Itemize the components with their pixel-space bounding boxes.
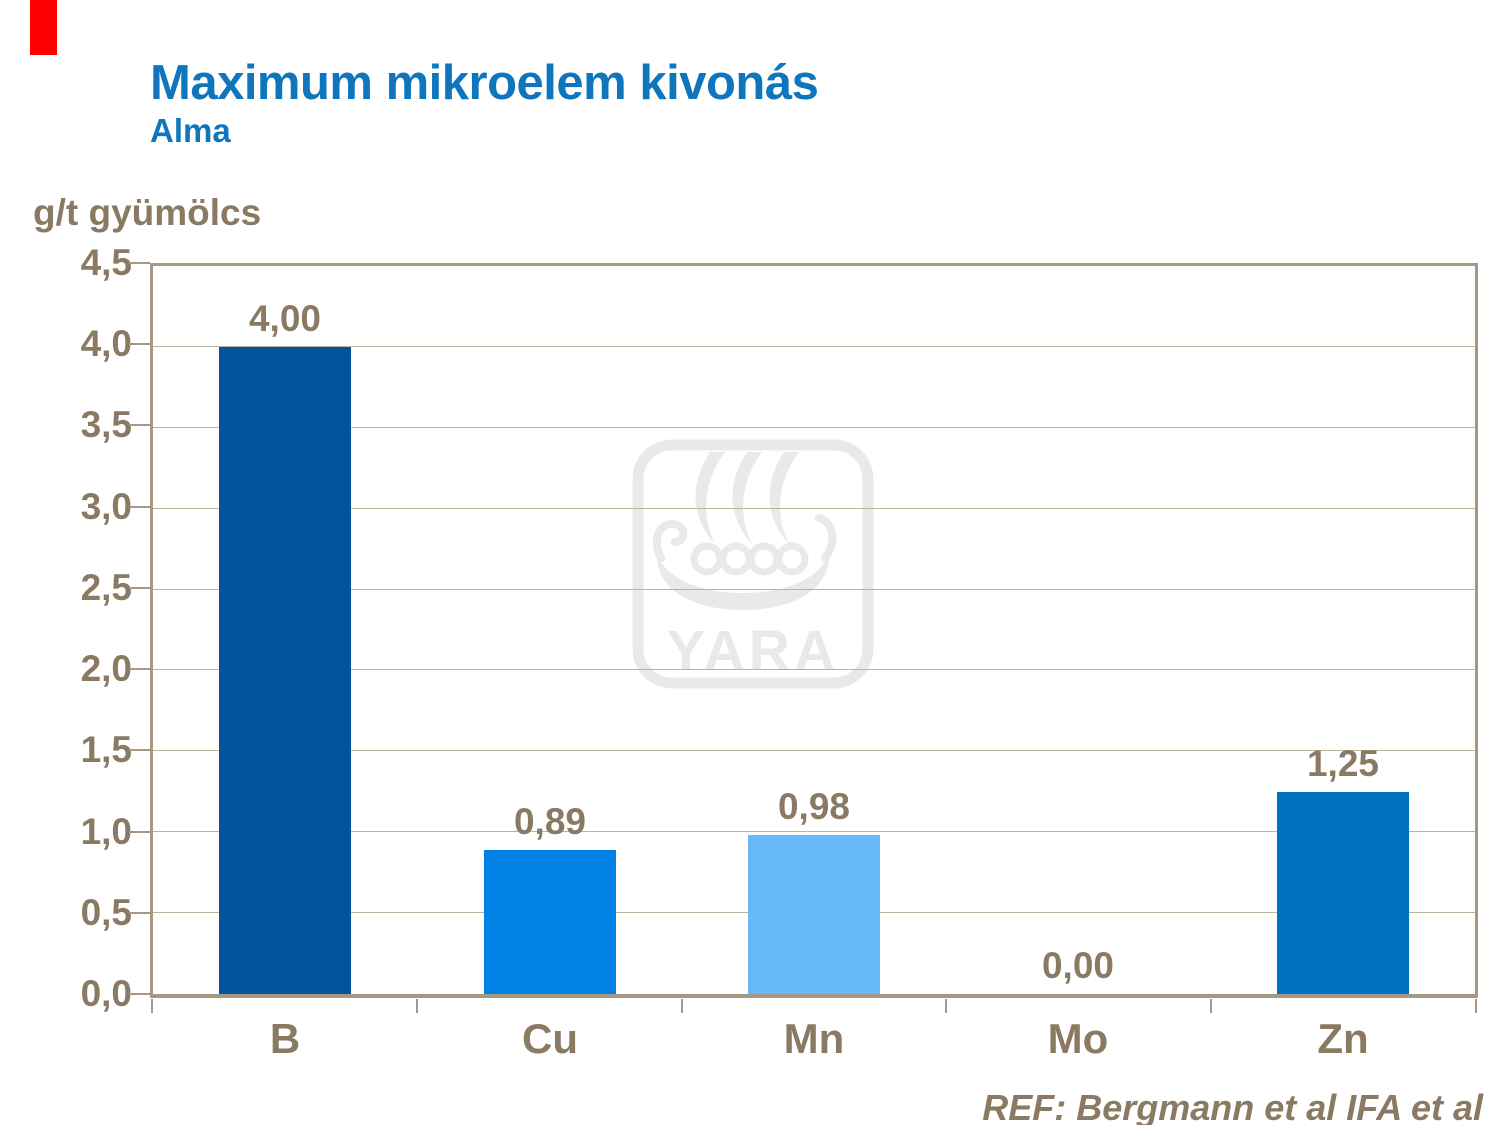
y-axis-tick-mark — [129, 749, 150, 752]
x-axis-category-label: Cu — [522, 1015, 578, 1062]
y-axis-tick-label: 1,5 — [80, 729, 132, 771]
bar-Mn — [748, 835, 880, 994]
watermark-shield-boss — [775, 542, 809, 576]
bar-B — [219, 347, 351, 994]
y-axis-tick-label: 0,0 — [80, 973, 132, 1014]
y-axis-tick-mark — [129, 424, 150, 427]
y-axis-tick-label: 3,5 — [80, 404, 132, 446]
x-axis-tick-mark — [416, 999, 418, 1013]
x-axis-tick-mark — [151, 999, 153, 1013]
x-axis-tick-mark — [1475, 999, 1477, 1013]
watermark-sail — [732, 452, 762, 544]
y-axis-tick-label: 0,5 — [80, 891, 132, 933]
bar-Zn — [1277, 792, 1409, 994]
x-axis-category-label: Zn — [1317, 1015, 1369, 1062]
gridline — [153, 345, 1475, 347]
y-axis-tick-mark — [129, 505, 150, 508]
x-axis-tick-mark — [681, 999, 683, 1013]
y-axis-tick-mark — [129, 911, 150, 914]
red-accent-bar — [30, 0, 57, 55]
x-axis-category-label: Mn — [783, 1015, 845, 1062]
y-axis-tick-label: 4,5 — [80, 242, 132, 283]
y-axis-tick-mark — [129, 343, 150, 346]
yara-logo-watermark-icon: YARA — [632, 439, 874, 689]
bar-value-label: 0,89 — [513, 801, 586, 842]
gridline — [153, 669, 1475, 671]
y-axis-tick-label: 4,0 — [80, 323, 132, 365]
y-axis-tick-label: 3,0 — [80, 485, 132, 527]
bar-value-label: 4,00 — [248, 298, 321, 339]
y-axis-tick-label: 2,5 — [80, 566, 132, 608]
bar-value-label: 1,25 — [1306, 743, 1379, 784]
reference-text: REF: Bergmann et al IFA et al — [982, 1087, 1483, 1125]
x-axis-category-label: Mo — [1047, 1015, 1109, 1062]
x-axis-category-label: B — [269, 1015, 301, 1062]
bar-value-label: 0,00 — [1041, 945, 1114, 986]
watermark-text: YARA — [667, 619, 839, 683]
y-axis-tick-label: 1,0 — [80, 810, 132, 852]
y-axis-tick-label: 2,0 — [80, 648, 132, 690]
y-axis-tick-mark — [129, 668, 150, 671]
bar-value-label: 0,98 — [777, 786, 850, 827]
gridline — [153, 831, 1475, 833]
y-axis-tick-mark — [129, 830, 150, 833]
x-axis-tick-mark — [1210, 999, 1212, 1013]
gridline — [153, 507, 1475, 509]
y-axis-unit-label: g/t gyümölcs — [33, 192, 262, 233]
gridline — [153, 426, 1475, 428]
gridline — [153, 750, 1475, 752]
watermark-sail — [769, 452, 799, 544]
page-subtitle: Alma — [150, 112, 231, 149]
y-axis-tick-mark — [129, 262, 150, 264]
page-title: Maximum mikroelem kivonás — [150, 56, 819, 110]
bar-Cu — [484, 850, 616, 994]
gridline — [153, 588, 1475, 590]
x-axis-tick-mark — [945, 999, 947, 1013]
y-axis-tick-mark — [129, 586, 150, 589]
bar-chart-plot-area — [150, 263, 1478, 998]
y-axis-tick-mark — [129, 993, 150, 995]
watermark-sail — [695, 452, 725, 544]
